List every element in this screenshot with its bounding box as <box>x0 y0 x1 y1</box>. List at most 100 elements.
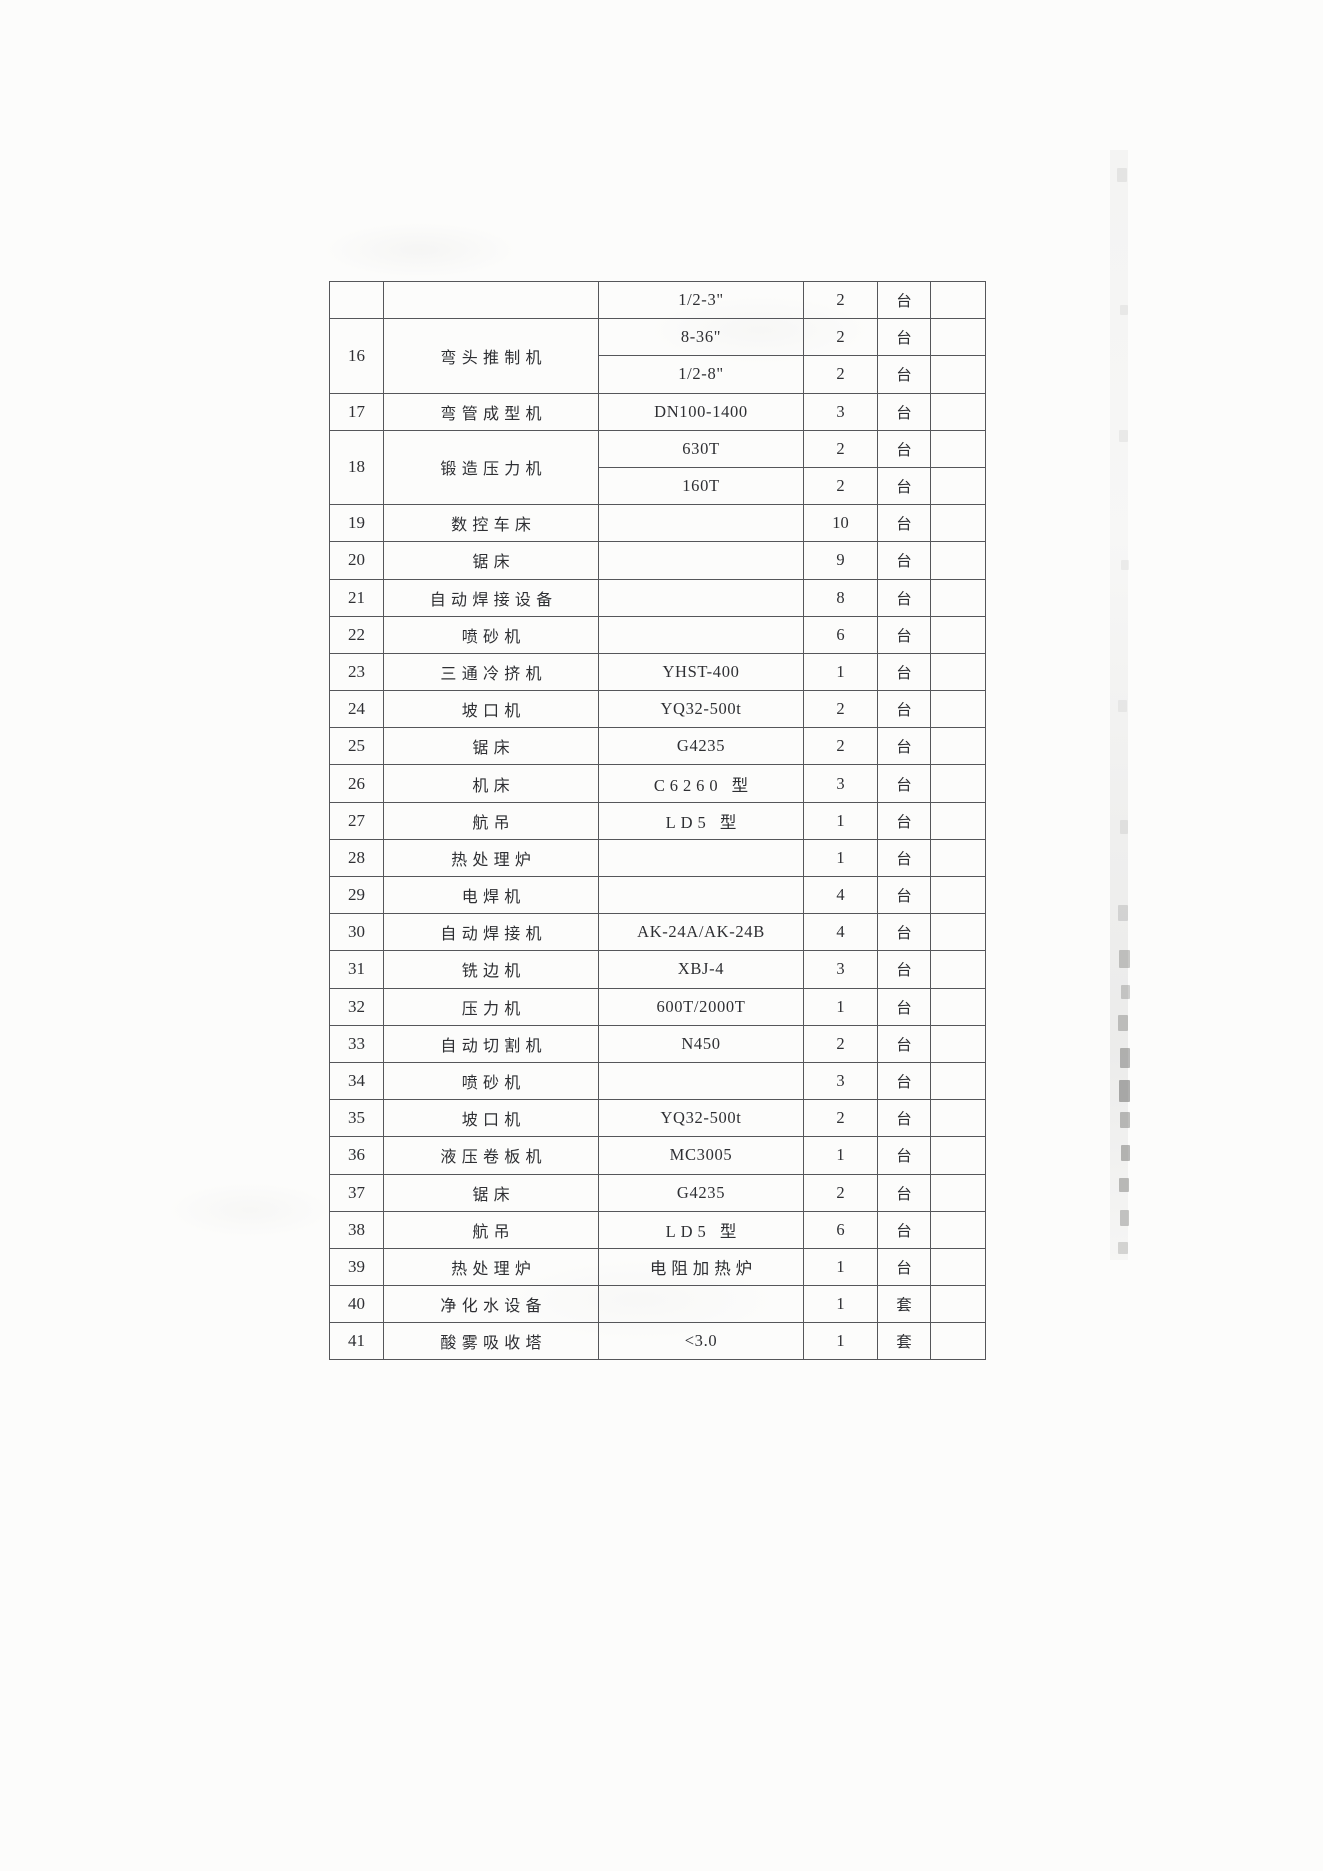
table-row: 1/2-8" 2 台 <box>330 355 986 394</box>
empty-cell <box>930 466 986 506</box>
row-number: 33 <box>329 1024 384 1063</box>
quantity: 2 <box>803 1173 878 1212</box>
scan-artifact <box>1119 950 1130 968</box>
equipment-name: 弯头推制机 <box>383 318 599 394</box>
row-number: 26 <box>329 764 384 803</box>
model-spec: DN100-1400 <box>598 392 804 431</box>
table-row: 22 喷砂机 6 台 <box>329 615 986 654</box>
quantity: 3 <box>803 1061 878 1101</box>
empty-cell <box>930 280 986 320</box>
equipment-name: 热处理炉 <box>383 1247 599 1287</box>
model-spec: YQ32-500t <box>598 1099 804 1138</box>
equipment-name: 自动焊接设备 <box>383 578 599 617</box>
unit: 台 <box>877 578 931 617</box>
empty-cell <box>930 578 986 617</box>
equipment-name: 液压卷板机 <box>383 1136 599 1175</box>
quantity: 2 <box>803 355 878 394</box>
model-spec: MC3005 <box>598 1136 804 1175</box>
scan-artifact <box>1118 700 1127 712</box>
equipment-name: 锻造压力机 <box>383 429 599 506</box>
quantity: 1 <box>803 801 878 840</box>
equipment-name: 航吊 <box>383 1210 599 1249</box>
row-number: 40 <box>329 1285 384 1324</box>
model-spec <box>598 541 804 580</box>
scan-artifact <box>1120 1112 1130 1128</box>
quantity: 6 <box>803 615 878 654</box>
unit: 台 <box>877 355 931 394</box>
unit: 台 <box>877 392 931 431</box>
unit: 台 <box>877 466 931 506</box>
model-spec: 600T/2000T <box>598 987 804 1026</box>
table-row: 36 液压卷板机 MC3005 1 台 <box>329 1136 986 1175</box>
scan-artifact-band <box>1110 150 1128 1260</box>
empty-cell <box>930 801 986 840</box>
empty-cell <box>930 355 986 394</box>
model-spec: YHST-400 <box>598 652 804 692</box>
row-number: 37 <box>329 1173 384 1212</box>
unit: 台 <box>877 652 931 692</box>
model-spec: G4235 <box>598 1173 804 1212</box>
empty-cell <box>930 950 986 989</box>
unit: 台 <box>877 838 931 878</box>
empty-cell <box>930 764 986 803</box>
model-spec: C6260 型 <box>598 764 804 803</box>
unit: 台 <box>877 504 931 543</box>
table-row: 23 三通冷挤机 YHST-400 1 台 <box>329 652 986 692</box>
quantity: 2 <box>803 280 878 320</box>
table-row: 34 喷砂机 3 台 <box>329 1061 986 1101</box>
row-number: 21 <box>329 578 384 617</box>
quantity: 2 <box>803 1099 878 1138</box>
unit: 套 <box>877 1285 931 1324</box>
empty-cell <box>930 913 986 952</box>
model-spec: 电阻加热炉 <box>598 1247 804 1287</box>
equipment-name: 喷砂机 <box>383 615 599 654</box>
row-number: 41 <box>329 1322 384 1361</box>
equipment-name: 喷砂机 <box>383 1061 599 1101</box>
quantity: 1 <box>803 987 878 1026</box>
table-row: 39 热处理炉 电阻加热炉 1 台 <box>329 1247 986 1287</box>
unit: 台 <box>877 690 931 729</box>
model-spec: 1/2-3" <box>598 280 804 320</box>
unit: 台 <box>877 950 931 989</box>
quantity: 2 <box>803 429 878 468</box>
quantity: 9 <box>803 541 878 580</box>
equipment-table: 1/2-3" 2 台 16 弯头推制机 8-36" 2 台 1/2-8" 2 台 17 弯管成型机 DN1… <box>329 280 986 1361</box>
empty-cell <box>930 838 986 878</box>
empty-cell <box>930 875 986 915</box>
model-spec: G4235 <box>598 727 804 766</box>
equipment-name: 酸雾吸收塔 <box>383 1322 599 1361</box>
table-row: 20 锯床 9 台 <box>329 541 986 580</box>
equipment-name: 锯床 <box>383 1173 599 1212</box>
equipment-name: 自动切割机 <box>383 1024 599 1063</box>
row-number: 31 <box>329 950 384 989</box>
equipment-name: 铣边机 <box>383 950 599 989</box>
quantity: 1 <box>803 652 878 692</box>
scan-artifact <box>1118 1242 1128 1254</box>
row-number <box>329 280 384 320</box>
empty-cell <box>930 504 986 543</box>
quantity: 2 <box>803 727 878 766</box>
unit: 台 <box>877 1173 931 1212</box>
model-spec <box>598 1061 804 1101</box>
table-row: 24 坡口机 YQ32-500t 2 台 <box>329 690 986 729</box>
unit: 台 <box>877 1247 931 1287</box>
unit: 台 <box>877 875 931 915</box>
table-row: 16 弯头推制机 8-36" 2 台 <box>329 318 986 394</box>
row-number: 24 <box>329 690 384 729</box>
row-number: 22 <box>329 615 384 654</box>
table-row: 29 电焊机 4 台 <box>329 875 986 915</box>
unit: 台 <box>877 1136 931 1175</box>
equipment-name: 自动焊接机 <box>383 913 599 952</box>
unit: 台 <box>877 987 931 1026</box>
row-number: 27 <box>329 801 384 840</box>
empty-cell <box>930 615 986 654</box>
row-number: 29 <box>329 875 384 915</box>
unit: 台 <box>877 913 931 952</box>
equipment-name: 机床 <box>383 764 599 803</box>
equipment-name: 锯床 <box>383 541 599 580</box>
scan-artifact <box>1120 820 1128 834</box>
quantity: 1 <box>803 1322 878 1361</box>
table-row: 25 锯床 G4235 2 台 <box>329 727 986 766</box>
row-number: 30 <box>329 913 384 952</box>
